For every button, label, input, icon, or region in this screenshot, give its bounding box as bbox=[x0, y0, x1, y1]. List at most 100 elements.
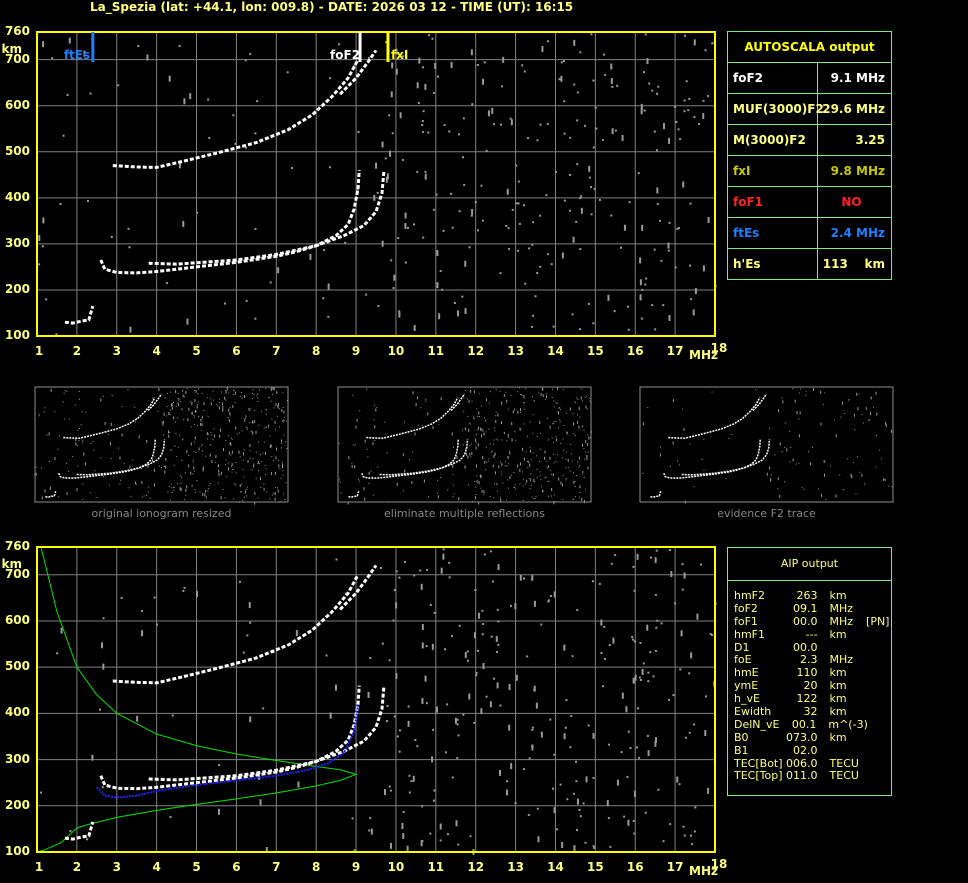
noise-dot bbox=[545, 194, 548, 197]
noise-dot bbox=[520, 411, 522, 413]
noise-dot bbox=[470, 443, 472, 445]
noise-dot bbox=[592, 777, 595, 780]
noise-dot bbox=[668, 315, 671, 322]
noise-dot bbox=[553, 591, 556, 598]
noise-dot bbox=[370, 470, 372, 472]
noise-dot bbox=[202, 493, 204, 497]
noise-dot bbox=[868, 419, 870, 421]
noise-dot bbox=[610, 78, 613, 85]
noise-dot bbox=[578, 466, 580, 468]
noise-dot bbox=[639, 642, 642, 645]
noise-dot bbox=[821, 493, 823, 497]
noise-dot bbox=[565, 451, 567, 453]
noise-dot bbox=[574, 480, 576, 482]
noise-dot bbox=[499, 123, 502, 126]
noise-dot bbox=[561, 457, 563, 459]
noise-dot bbox=[483, 494, 485, 496]
noise-dot bbox=[641, 668, 644, 675]
noise-dot bbox=[212, 439, 214, 441]
noise-dot bbox=[511, 438, 513, 442]
noise-dot bbox=[192, 461, 194, 463]
noise-dot bbox=[487, 110, 490, 117]
aip-row: DelN_vE 00.1 m^(-3) bbox=[734, 718, 891, 732]
noise-dot bbox=[212, 390, 214, 392]
noise-dot bbox=[672, 399, 674, 403]
noise-dot bbox=[396, 482, 398, 486]
noise-dot bbox=[580, 207, 583, 214]
noise-dot bbox=[703, 469, 705, 471]
aip-key: foF1 bbox=[734, 614, 758, 628]
noise-dot bbox=[282, 392, 284, 394]
noise-dot bbox=[271, 494, 273, 496]
noise-dot bbox=[546, 395, 548, 399]
noise-dot bbox=[101, 642, 104, 649]
aip-title: AIP output bbox=[728, 548, 891, 581]
noise-dot bbox=[427, 34, 430, 37]
noise-dot bbox=[573, 433, 575, 435]
noise-dot bbox=[584, 396, 586, 398]
noise-dot bbox=[254, 419, 256, 423]
noise-dot bbox=[440, 476, 442, 478]
noise-dot bbox=[523, 423, 525, 425]
autoscala-key: fxI bbox=[728, 156, 818, 186]
noise-dot bbox=[198, 447, 200, 451]
noise-dot bbox=[263, 483, 265, 485]
noise-dot bbox=[401, 823, 404, 830]
noise-dot bbox=[641, 288, 644, 291]
noise-dot bbox=[398, 576, 401, 579]
noise-dot bbox=[452, 461, 454, 463]
noise-dot bbox=[180, 475, 182, 477]
noise-dot bbox=[803, 488, 805, 490]
aip-extra bbox=[866, 642, 891, 655]
noise-dot bbox=[573, 422, 575, 426]
noise-dot bbox=[209, 482, 211, 484]
noise-dot bbox=[481, 633, 484, 636]
noise-dot bbox=[672, 694, 675, 697]
noise-dot bbox=[824, 392, 826, 394]
y-tick-label: 500 bbox=[4, 659, 30, 674]
noise-dot bbox=[856, 392, 858, 396]
noise-dot bbox=[575, 475, 577, 477]
noise-dot bbox=[274, 497, 276, 501]
noise-dot bbox=[50, 495, 52, 497]
noise-dot bbox=[120, 596, 123, 599]
noise-dot bbox=[483, 432, 485, 436]
trace-multiple_x bbox=[450, 393, 466, 412]
noise-dot bbox=[688, 731, 691, 734]
noise-dot bbox=[553, 807, 556, 814]
trace-o_trace bbox=[99, 685, 361, 791]
noise-dot bbox=[282, 419, 284, 423]
noise-dot bbox=[265, 413, 267, 415]
noise-dot bbox=[278, 464, 280, 468]
autoscala-key: h'Es bbox=[728, 249, 818, 279]
noise-dot bbox=[389, 789, 392, 792]
noise-dot bbox=[439, 823, 442, 830]
noise-dot bbox=[563, 644, 566, 651]
aip-unit: MHz bbox=[829, 614, 854, 628]
noise-dot bbox=[469, 445, 471, 447]
autoscala-value: 3.25 bbox=[855, 133, 885, 147]
aip-value: 32 bbox=[803, 705, 818, 719]
aip-value: 110 bbox=[796, 666, 818, 680]
noise-dot bbox=[425, 702, 428, 705]
noise-dot bbox=[517, 464, 519, 468]
noise-dot bbox=[521, 64, 524, 67]
noise-dot bbox=[35, 472, 37, 476]
noise-dot bbox=[551, 388, 553, 390]
noise-dot bbox=[482, 623, 485, 626]
noise-dot bbox=[574, 401, 576, 403]
noise-dot bbox=[442, 553, 445, 560]
noise-dot bbox=[351, 462, 353, 464]
noise-dot bbox=[799, 411, 801, 415]
noise-dot bbox=[108, 484, 110, 486]
noise-dot bbox=[517, 410, 519, 414]
noise-dot bbox=[556, 438, 558, 442]
noise-dot bbox=[539, 123, 542, 126]
noise-dot bbox=[463, 397, 465, 399]
noise-dot bbox=[194, 399, 196, 403]
noise-dot bbox=[224, 396, 226, 400]
noise-dot bbox=[119, 483, 121, 485]
aip-key: hmE bbox=[734, 666, 759, 680]
noise-dot bbox=[628, 201, 631, 204]
